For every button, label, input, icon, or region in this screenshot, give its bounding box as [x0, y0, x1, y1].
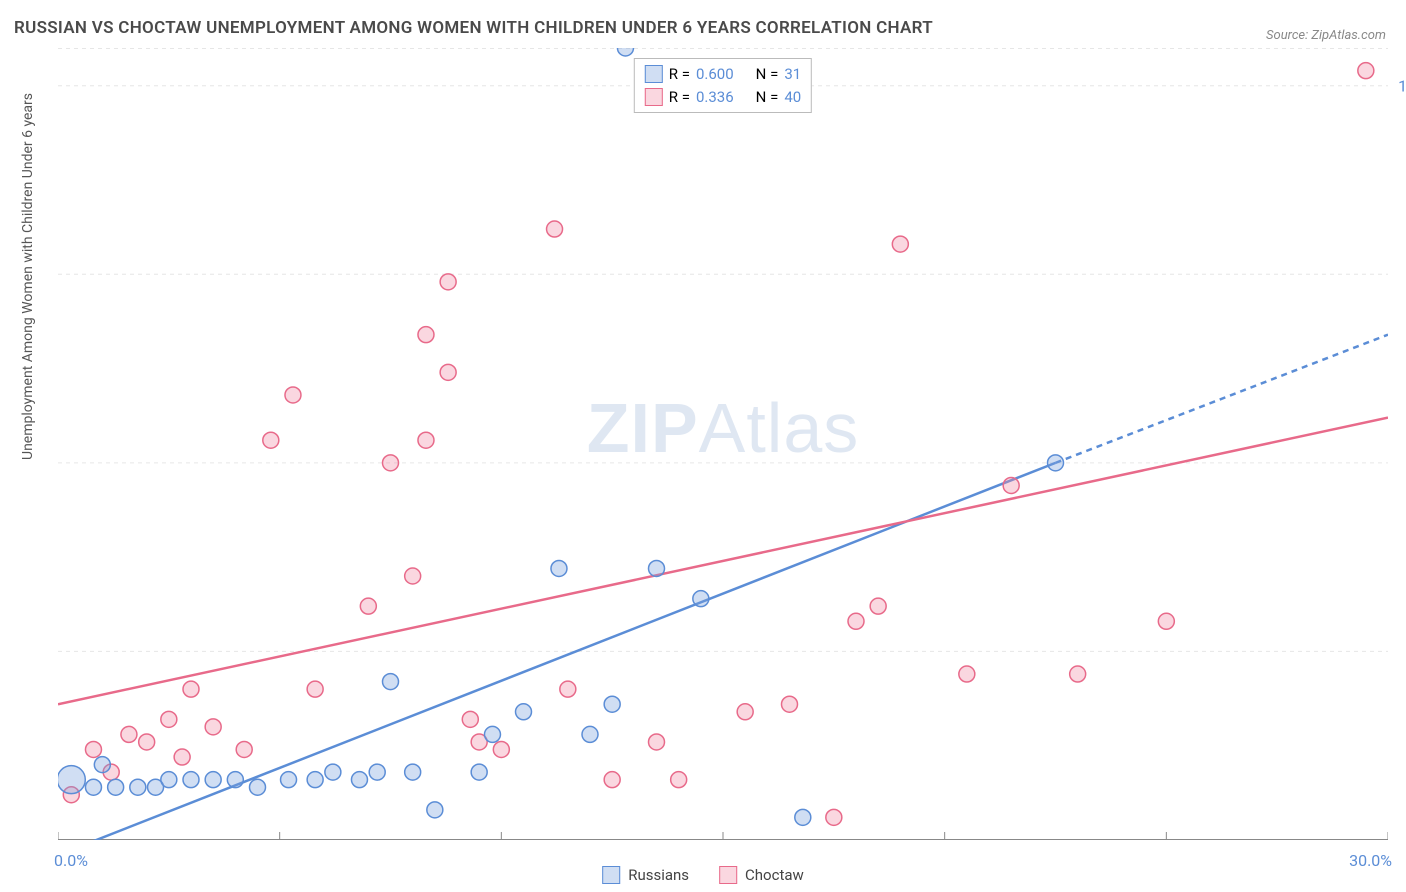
stat-n-label: N = — [756, 63, 779, 86]
stat-n-value: 40 — [784, 86, 801, 109]
footer-legend: Russians Choctaw — [602, 866, 804, 884]
swatch-icon — [719, 866, 737, 884]
legend-item-russians: Russians — [602, 866, 689, 884]
swatch-icon — [645, 88, 663, 106]
stats-legend-box: R = 0.600 N = 31 R = 0.336 N = 40 — [634, 58, 812, 113]
scatter-plot — [58, 48, 1388, 840]
y-tick-label: 100.0% — [1398, 76, 1406, 95]
stats-row-russians: R = 0.600 N = 31 — [645, 63, 801, 86]
chart-area: ZIPAtlas R = 0.600 N = 31 R = 0.336 N = … — [58, 48, 1388, 840]
y-axis-label: Unemployment Among Women with Children U… — [20, 93, 36, 460]
source-attribution: Source: ZipAtlas.com — [1266, 28, 1386, 43]
x-tick-label: 0.0% — [54, 851, 88, 870]
stat-n-label: N = — [756, 86, 779, 109]
chart-title: RUSSIAN VS CHOCTAW UNEMPLOYMENT AMONG WO… — [14, 18, 933, 38]
stat-n-value: 31 — [784, 63, 801, 86]
stat-r-label: R = — [669, 63, 690, 86]
stats-row-choctaw: R = 0.336 N = 40 — [645, 86, 801, 109]
stat-r-value: 0.336 — [696, 86, 734, 109]
legend-item-choctaw: Choctaw — [719, 866, 804, 884]
stat-r-label: R = — [669, 86, 690, 109]
swatch-icon — [645, 65, 663, 83]
swatch-icon — [602, 866, 620, 884]
x-tick-label: 30.0% — [1349, 851, 1392, 870]
legend-label: Russians — [628, 866, 689, 884]
stat-r-value: 0.600 — [696, 63, 734, 86]
legend-label: Choctaw — [745, 866, 804, 884]
